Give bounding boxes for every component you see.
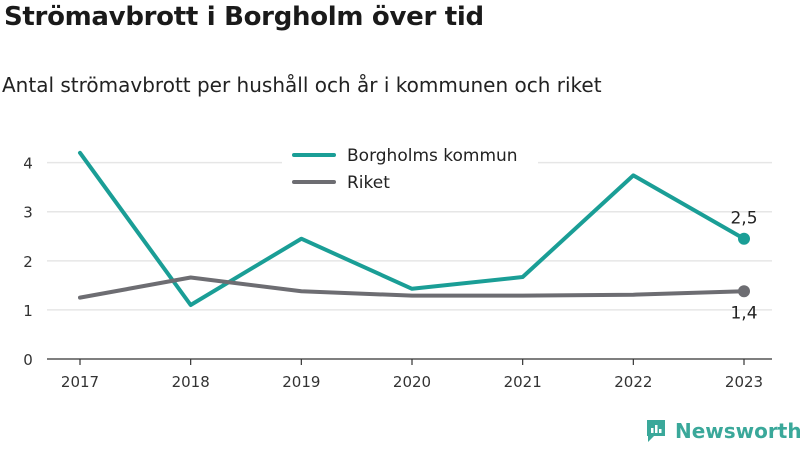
x-tick-label: 2021 <box>504 373 542 391</box>
series-end-point-1 <box>738 232 750 245</box>
newsworthy-logo-text: Newsworthy <box>675 419 800 443</box>
data-label: 1,4 <box>730 303 757 323</box>
legend-label: Riket <box>347 173 390 193</box>
series-line-2 <box>78 275 746 300</box>
data-label: 2,5 <box>730 209 757 229</box>
x-tick-label: 2020 <box>393 373 431 391</box>
y-tick-label: 1 <box>23 302 33 320</box>
chart-subtitle: Antal strömavbrott per hushåll och år i … <box>2 73 602 97</box>
series-line-1 <box>78 150 746 307</box>
legend-label: Borgholms kommun <box>347 146 518 166</box>
y-tick-label: 0 <box>23 351 33 369</box>
x-tick-label: 2017 <box>61 373 99 391</box>
y-tick-label: 4 <box>23 155 33 173</box>
newsworthy-logo-icon <box>647 420 665 442</box>
x-tick-label: 2018 <box>172 373 210 391</box>
y-tick-label: 3 <box>23 204 33 222</box>
y-tick-label: 2 <box>23 253 33 271</box>
legend-background <box>282 139 538 197</box>
series-end-point-2 <box>738 285 750 298</box>
x-tick-label: 2022 <box>614 373 652 391</box>
newsworthy-logo: Newsworthy <box>645 418 800 444</box>
chart-title: Strömavbrott i Borgholm över tid <box>4 2 484 32</box>
x-tick-label: 2023 <box>725 373 763 391</box>
x-tick-label: 2019 <box>282 373 320 391</box>
legend: Borgholms kommun Riket <box>282 139 538 197</box>
